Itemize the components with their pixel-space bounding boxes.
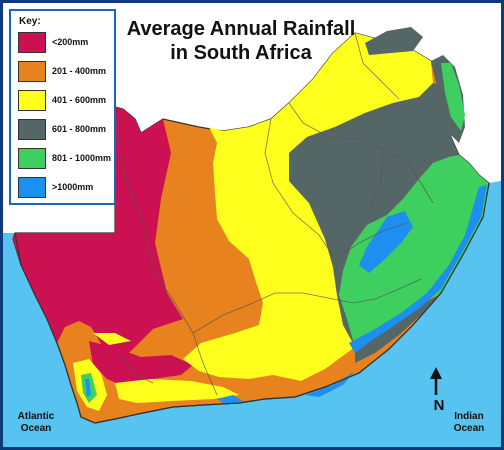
coastline [14, 182, 490, 424]
zone-above-1000mm-cape [85, 379, 91, 397]
legend-swatch [18, 61, 46, 82]
neighbouring-land [115, 3, 501, 183]
zone-401-600mm [183, 33, 433, 381]
zone-below-200mm-south [89, 341, 193, 387]
zone-above-1000mm-garden-route [217, 395, 243, 405]
zone-601-800mm-north [365, 27, 423, 55]
rainfall-map [3, 3, 501, 424]
north-arrow-icon [430, 367, 442, 395]
zone-above-1000mm-coast [349, 185, 487, 353]
zone-801-1000mm [339, 155, 489, 347]
legend-label: 201 - 400mm [52, 66, 107, 76]
legend-swatch [18, 90, 46, 111]
legend-box: Key: <200mm 201 - 400mm 401 - 600mm 601 … [9, 9, 116, 205]
map-title-line1: Average Annual Rainfall [126, 18, 356, 40]
north-letter: N [433, 397, 445, 414]
zone-601-800mm-south [355, 295, 439, 363]
atlantic-line1: Atlantic [17, 411, 55, 422]
legend-swatch [18, 32, 46, 53]
legend-item-401-600mm: 401 - 600mm [18, 90, 113, 112]
legend-label: 601 - 800mm [52, 124, 107, 134]
legend-item-601-800mm: 601 - 800mm [18, 119, 113, 141]
legend-item-above-1000mm: >1000mm [18, 177, 113, 199]
legend-swatch [18, 148, 46, 169]
legend-label: <200mm [52, 37, 89, 47]
zone-below-200mm [13, 107, 183, 361]
atlantic-ocean-label: Atlantic Ocean [11, 411, 61, 435]
zone-801-1000mm-northeast [441, 63, 465, 131]
legend-label: 401 - 600mm [52, 95, 107, 105]
zone-401-600mm-west [93, 333, 131, 345]
north-label: N [428, 397, 450, 414]
zone-above-1000mm-inland [359, 211, 413, 273]
indian-line1: Indian [454, 411, 484, 422]
atlantic-line2: Ocean [20, 423, 52, 434]
legend-swatch [18, 177, 46, 198]
map-title-line2: in South Africa [170, 42, 312, 64]
legend-item-801-1000mm: 801 - 1000mm [18, 148, 113, 170]
legend-heading: Key: [19, 16, 41, 27]
legend-swatch [18, 119, 46, 140]
indian-line2: Ocean [453, 423, 485, 434]
indian-ocean-label: Indian Ocean [445, 411, 493, 435]
legend-item-below-200mm: <200mm [18, 32, 113, 54]
map-title: Average Annual Rainfall in South Africa [121, 17, 361, 65]
zone-601-800mm [289, 83, 459, 347]
province-borders [114, 32, 434, 396]
legend-label: 801 - 1000mm [52, 153, 112, 163]
legend-item-201-400mm: 201 - 400mm [18, 61, 113, 83]
zone-above-1000mm-south [305, 371, 355, 397]
legend-label: >1000mm [52, 182, 94, 192]
zone-401-600mm-coast [115, 379, 239, 403]
